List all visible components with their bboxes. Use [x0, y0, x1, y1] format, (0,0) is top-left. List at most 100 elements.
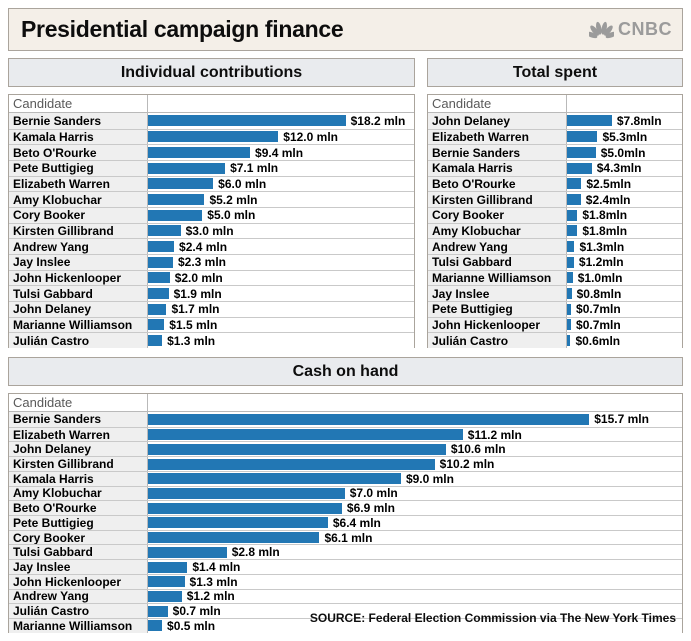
table-row: Kamala Harris $4.3mln	[428, 159, 682, 176]
bar-cell: $7.1 mln	[148, 160, 414, 176]
table-header-row: Candidate	[428, 95, 682, 113]
value-label: $2.0 mln	[174, 270, 223, 285]
table-row: Elizabeth Warren $6.0 mln	[9, 175, 414, 192]
bar-cell: $1.2 mln	[148, 589, 682, 603]
value-label: $5.0mln	[600, 145, 646, 160]
value-label: $7.0 mln	[349, 486, 398, 501]
bar-cell: $5.2 mln	[148, 192, 414, 207]
candidate-label: Tulsi Gabbard	[9, 286, 148, 301]
value-label: $2.8 mln	[231, 545, 280, 560]
value-label: $2.3 mln	[177, 255, 226, 270]
table-row: Kamala Harris $9.0 mln	[9, 470, 682, 486]
brand-text: CNBC	[618, 19, 672, 39]
candidate-label: Pete Buttigieg	[9, 160, 148, 176]
table-row: Elizabeth Warren $11.2 mln	[9, 426, 682, 442]
bar	[148, 288, 169, 300]
bar-cell: $0.7mln	[567, 301, 682, 317]
candidate-label: Tulsi Gabbard	[428, 254, 567, 270]
chart-individual-contributions: Candidate Bernie Sanders $18.2 mln Kamala …	[8, 94, 415, 348]
bar	[148, 487, 345, 499]
bar	[148, 115, 346, 127]
bar-cell: $7.8mln	[567, 113, 682, 129]
bar	[148, 319, 165, 331]
table-row: Marianne Williamson $0.5 mln	[9, 618, 682, 633]
value-label: $5.3mln	[602, 129, 648, 144]
bar-cell: $2.4 mln	[148, 239, 414, 254]
bar-cell: $1.5 mln	[148, 317, 414, 333]
bar-cell: $2.3 mln	[148, 254, 414, 270]
column-header-bars	[567, 95, 682, 112]
candidate-label: Cory Booker	[9, 207, 148, 223]
candidate-label: Cory Booker	[9, 530, 148, 545]
bar-cell: $2.0 mln	[148, 270, 414, 286]
bar	[148, 335, 163, 347]
bar	[148, 517, 328, 529]
source-note: SOURCE: Federal Election Commission via …	[309, 611, 676, 625]
bar-cell: $4.3mln	[567, 160, 682, 176]
candidate-label: Amy Klobuchar	[428, 223, 567, 239]
bar	[567, 194, 581, 206]
value-label: $11.2 mln	[467, 427, 522, 442]
value-label: $6.4 mln	[332, 515, 381, 530]
bar	[567, 303, 572, 315]
section-header-individual-contributions: Individual contributions	[8, 58, 415, 87]
candidate-label: Amy Klobuchar	[9, 192, 148, 207]
table-row: Amy Klobuchar $7.0 mln	[9, 485, 682, 501]
bar	[148, 576, 185, 588]
column-header-candidate: Candidate	[9, 394, 148, 411]
table-row: Jay Inslee $2.3 mln	[9, 253, 414, 270]
candidate-label: Julián Castro	[428, 333, 567, 348]
bar	[148, 256, 173, 268]
candidate-label: Marianne Williamson	[9, 619, 148, 633]
column-header-bars	[148, 394, 682, 411]
section-title: Total spent	[512, 63, 598, 81]
bar	[567, 178, 582, 190]
section-header-total-spent: Total spent	[427, 58, 683, 87]
table-body: Bernie Sanders $18.2 mln Kamala Harris $12.…	[9, 113, 414, 348]
table-row: Kirsten Gillibrand $2.4mln	[428, 191, 682, 207]
value-label: $1.3mln	[579, 239, 625, 254]
value-label: $9.4 mln	[255, 145, 304, 160]
bar	[148, 590, 182, 602]
value-label: $0.7mln	[576, 302, 621, 317]
table-row: John Delaney $1.7 mln	[9, 300, 414, 317]
table-row: Jay Inslee $0.8mln	[428, 285, 682, 301]
table-row: Andrew Yang $2.4 mln	[9, 238, 414, 254]
candidate-label: John Hickenlooper	[428, 317, 567, 333]
bar-cell: $1.0mln	[567, 270, 682, 286]
bar	[567, 209, 578, 221]
bar-cell: $3.0 mln	[148, 223, 414, 239]
candidate-label: Marianne Williamson	[9, 317, 148, 333]
table-row: Julián Castro $0.7 mln	[9, 603, 682, 618]
bar-cell: $1.8mln	[567, 207, 682, 223]
bar-cell: $1.3mln	[567, 239, 682, 254]
candidate-label: Bernie Sanders	[9, 412, 148, 427]
table-row: Pete Buttigieg $7.1 mln	[9, 159, 414, 176]
candidate-label: Marianne Williamson	[428, 270, 567, 286]
column-header-candidate: Candidate	[9, 95, 148, 112]
table-row: John Hickenlooper $1.3 mln	[9, 573, 682, 589]
value-label: $2.4mln	[585, 192, 631, 207]
value-label: $1.8mln	[582, 208, 628, 223]
value-label: $18.2 mln	[350, 113, 406, 128]
bar	[567, 131, 598, 143]
bar-cell: $1.4 mln	[148, 560, 682, 574]
value-label: $1.8mln	[582, 223, 628, 238]
table-row: Tulsi Gabbard $1.2mln	[428, 253, 682, 270]
bar	[148, 546, 227, 558]
bar-cell: $6.1 mln	[148, 531, 682, 545]
bar	[567, 335, 571, 347]
candidate-label: John Hickenlooper	[9, 574, 148, 589]
table-row: Tulsi Gabbard $2.8 mln	[9, 544, 682, 559]
table-row: John Hickenlooper $2.0 mln	[9, 269, 414, 286]
value-label: $1.5 mln	[169, 317, 218, 332]
table-row: Andrew Yang $1.2 mln	[9, 588, 682, 603]
table-row: Marianne Williamson $1.0mln	[428, 269, 682, 286]
bar	[148, 209, 203, 221]
bar	[148, 178, 214, 190]
bar-cell: $9.0 mln	[148, 472, 682, 486]
candidate-label: John Delaney	[9, 301, 148, 317]
bar	[148, 561, 188, 573]
bar-cell: $0.6mln	[567, 333, 682, 348]
